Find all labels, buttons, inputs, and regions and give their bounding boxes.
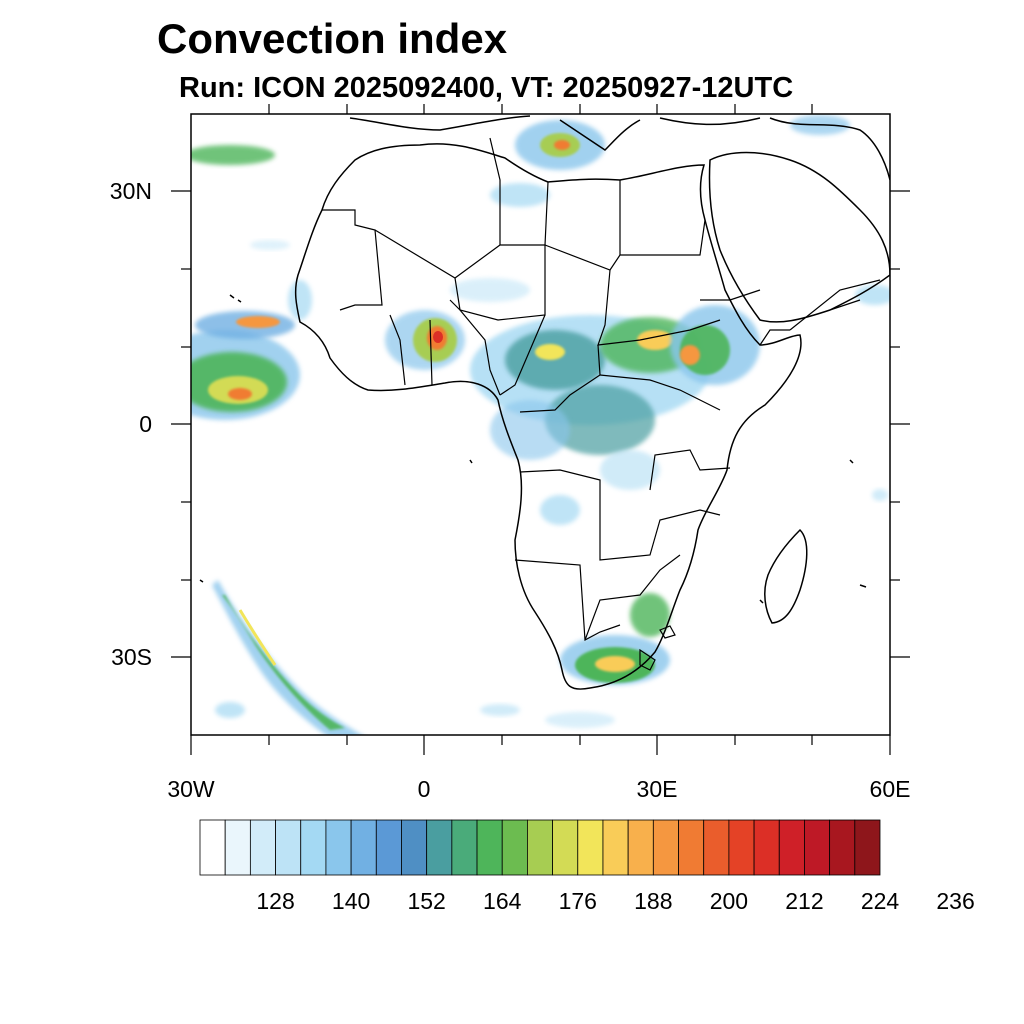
- colorbar-box: [350, 819, 377, 876]
- colorbar-box: [527, 819, 553, 876]
- convection-cell-south-atlantic: [212, 580, 615, 735]
- colorbar: [199, 819, 881, 876]
- colorbar-tick-label: 164: [483, 888, 522, 914]
- colorbar-box: [401, 819, 428, 876]
- colorbar-box: [501, 819, 528, 876]
- axis-ticks: [171, 104, 910, 755]
- colorbar-tick-label: 128: [256, 888, 295, 914]
- lon-label-60e: 60E: [869, 776, 911, 802]
- coastline-islands: [199, 294, 867, 604]
- colorbar-box: [728, 819, 755, 876]
- colorbar-tick-label: 200: [709, 888, 749, 914]
- colorbar-box: [678, 819, 705, 876]
- colorbar-box: [602, 819, 629, 876]
- colorbar-tick-label: 188: [634, 888, 673, 914]
- colorbar-box: [249, 819, 276, 876]
- lon-label-30e: 30E: [636, 776, 678, 802]
- colorbar-box: [703, 819, 730, 876]
- coastlines: [199, 115, 890, 690]
- colorbar-box: [854, 819, 881, 876]
- convection-cell-ethiopia: [670, 305, 760, 385]
- convection-cell-ghana: [385, 310, 465, 370]
- colorbar-box: [375, 819, 402, 876]
- lat-label-0: 0: [139, 411, 152, 437]
- colorbar-box: [300, 819, 327, 876]
- colorbar-box: [476, 819, 503, 876]
- colorbar-tick-label: 212: [785, 888, 824, 914]
- coastline-arabia: [708, 151, 890, 323]
- lat-label-30s: 30S: [111, 644, 152, 670]
- colorbar-box: [325, 819, 352, 876]
- colorbar-box: [778, 819, 805, 876]
- colorbar-box: [652, 819, 679, 876]
- colorbar-box: [275, 819, 302, 876]
- colorbar-box: [451, 819, 478, 876]
- colorbar-tick-label: 224: [860, 888, 900, 914]
- colorbar-box: [627, 819, 654, 876]
- colorbar-tick-label: 140: [331, 888, 371, 914]
- convection-cell-mediterranean: [490, 115, 850, 207]
- convection-light-areas: [250, 240, 890, 525]
- colorbar-box: [199, 819, 226, 876]
- convection-field: [191, 115, 890, 735]
- coastline-madagascar: [764, 528, 808, 624]
- convection-cell-atlantic: [191, 145, 300, 420]
- figure-title: Convection index: [157, 15, 508, 62]
- colorbar-box: [224, 819, 251, 876]
- colorbar-tick-label: 236: [936, 888, 975, 914]
- lon-label-30w: 30W: [167, 776, 215, 802]
- colorbar-box: [577, 819, 604, 876]
- convection-cell-central: [470, 315, 710, 490]
- convection-cell-south-africa: [560, 593, 670, 685]
- lat-label-30n: 30N: [109, 178, 152, 204]
- coastline-africa: [294, 143, 802, 690]
- colorbar-box: [552, 819, 579, 876]
- colorbar-box: [753, 819, 780, 876]
- colorbar-box: [829, 819, 856, 876]
- colorbar-tick-label: 176: [558, 888, 597, 914]
- country-borders: [322, 137, 881, 671]
- figure-subtitle: Run: ICON 2025092400, VT: 20250927-12UTC: [179, 72, 794, 104]
- colorbar-box: [426, 819, 453, 876]
- map-area: [191, 115, 890, 735]
- colorbar-box: [804, 819, 831, 876]
- lon-label-0: 0: [417, 776, 431, 802]
- colorbar-tick-label: 152: [407, 888, 446, 914]
- coastline-europe: [349, 115, 890, 181]
